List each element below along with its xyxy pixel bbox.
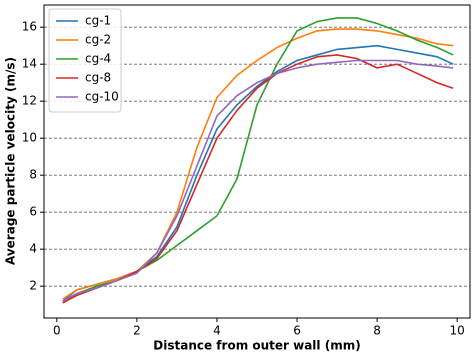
data-line (62, 59, 454, 302)
y-tick-label: 12 (22, 94, 37, 108)
x-tick-label: 10 (450, 324, 465, 338)
x-tick-label: 2 (133, 324, 141, 338)
x-tick-label: 0 (53, 324, 61, 338)
x-tick-label: 4 (213, 324, 221, 338)
legend-label: cg-10 (85, 90, 119, 104)
legend-box (48, 8, 122, 113)
x-axis-label: Distance from outer wall (mm) (153, 339, 360, 353)
legend-label: cg-1 (85, 14, 111, 28)
y-tick-label: 14 (22, 57, 37, 71)
plot-frame (43, 4, 471, 319)
y-tick-label: 2 (29, 279, 37, 293)
legend-label: cg-2 (85, 33, 111, 47)
x-tick-label: 6 (293, 324, 301, 338)
data-line (62, 28, 454, 300)
y-tick-label: 16 (22, 20, 37, 34)
legend-label: cg-8 (85, 71, 111, 85)
legend-label: cg-4 (85, 52, 111, 66)
y-tick-label: 10 (22, 131, 37, 145)
y-tick-label: 8 (29, 168, 37, 182)
y-tick-label: 4 (29, 242, 37, 256)
x-tick-label: 8 (373, 324, 381, 338)
y-axis-label: Average particle velocity (m/s) (4, 57, 18, 265)
y-tick-label: 6 (29, 205, 37, 219)
